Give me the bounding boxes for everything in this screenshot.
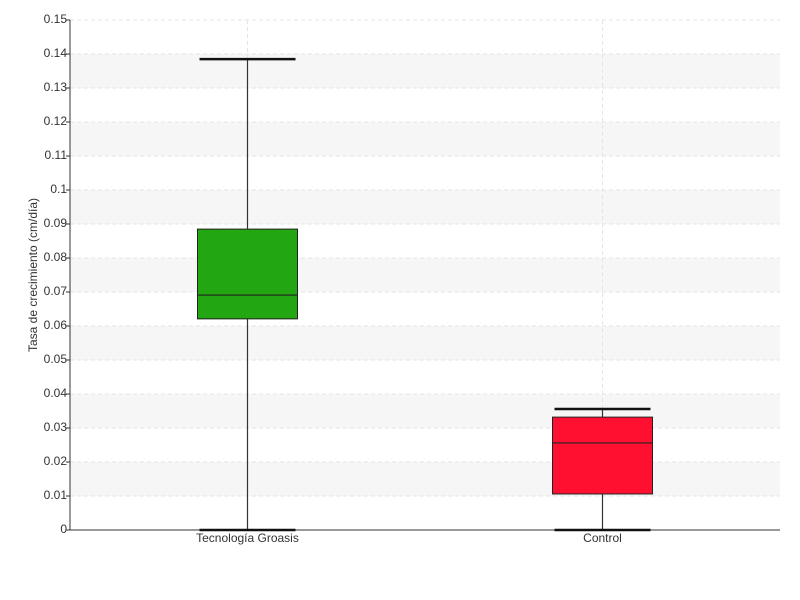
y-tick-label: 0 [60,522,67,536]
box [197,228,298,320]
grid-band [70,462,780,496]
x-tick-label: Tecnología Groasis [196,531,299,545]
grid-band [70,54,780,88]
y-tick-label: 0.03 [44,420,68,434]
y-tick-label: 0.12 [44,114,68,128]
y-tick-label: 0.04 [44,386,68,400]
grid-band [70,394,780,428]
y-tick-label: 0.15 [44,12,68,26]
y-tick-label: 0.08 [44,250,68,264]
grid-band [70,190,780,224]
y-tick-label: 0.01 [44,488,68,502]
y-tick-label: 0.1 [50,182,67,196]
box [552,416,653,495]
y-tick-label: 0.14 [44,46,68,60]
grid-band [70,122,780,156]
y-tick-label: 0.13 [44,80,68,94]
y-tick-label: 0.05 [44,352,68,366]
y-tick-label: 0.07 [44,284,68,298]
y-tick-label: 0.11 [45,148,68,162]
y-axis-label: Tasa de crecimiento (cm/día) [26,198,40,352]
y-tick-label: 0.06 [44,318,68,332]
x-tick-label: Control [583,531,622,545]
y-tick-label: 0.09 [44,216,68,230]
y-tick-label: 0.02 [44,454,68,468]
grid-band [70,258,780,292]
grid-band [70,326,780,360]
